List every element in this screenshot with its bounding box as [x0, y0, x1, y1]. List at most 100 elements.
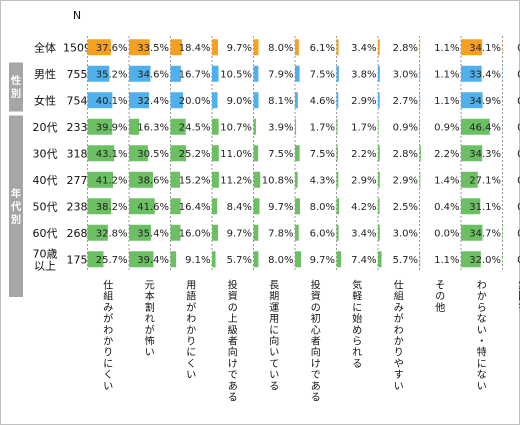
row-label: 40代 [33, 174, 58, 187]
column-label-char: に [269, 324, 279, 336]
bar-value-label: 7.4% [351, 255, 376, 266]
column-label-char: に [186, 347, 196, 359]
bar [87, 145, 115, 162]
bar-value-label: 7.5% [310, 149, 335, 160]
bar-value-label: 46.4% [469, 122, 501, 133]
bar-value-label: 1.7% [351, 122, 376, 133]
column-label-char: れ [145, 313, 155, 325]
bar [419, 65, 421, 82]
bar [129, 39, 150, 56]
column-label-char: そ [435, 280, 445, 292]
bar-value-label: 2.5% [393, 202, 418, 213]
bar [378, 65, 380, 82]
column-label-char: い [103, 381, 113, 392]
bar [212, 39, 219, 56]
bar [253, 118, 256, 135]
group-label-box-1 [9, 115, 23, 297]
bar-value-label: 39.9% [96, 122, 128, 133]
bar [129, 92, 150, 109]
bar-value-label: 5.7% [227, 255, 252, 266]
column-label-char: 者 [311, 336, 321, 348]
bar [87, 171, 114, 188]
column-label-char: 用 [186, 281, 196, 292]
column-label-char: か [103, 336, 113, 348]
bar-value-label: 2.8% [393, 149, 418, 160]
column-label-char: ら [352, 336, 362, 348]
bar-value-label: 7.8% [268, 228, 293, 239]
column-label-char: の [435, 292, 445, 303]
bar-value-label: 0.4% [517, 122, 520, 133]
column-label-char: め [352, 324, 362, 336]
bar-value-label: 3.8% [351, 69, 376, 80]
column-label-char: で [311, 370, 321, 381]
group-label-char: 代 [10, 200, 21, 213]
bar [253, 65, 259, 82]
bar-value-label: 10.8% [262, 175, 294, 186]
bar [212, 65, 219, 82]
bar-value-label: 2.8% [393, 43, 418, 54]
column-label-char: か [394, 336, 404, 348]
column-label-char: る [228, 392, 238, 404]
column-label-char: か [186, 324, 196, 336]
bar-value-label: 8.4% [227, 202, 252, 213]
bar-value-label: 15.2% [179, 175, 211, 186]
bar-value-label: 1.1% [434, 43, 459, 54]
bar [378, 198, 380, 215]
row-n-value: 755 [67, 68, 88, 81]
column-label-char: り [186, 336, 196, 348]
bar [336, 118, 338, 135]
column-label-char: 仕 [103, 279, 113, 292]
column-label-char: み [103, 303, 113, 314]
bar [295, 251, 302, 268]
column-label-char: 組 [103, 290, 113, 303]
column-label-char: 語 [186, 290, 196, 303]
bar-value-label: 2.9% [351, 175, 376, 186]
bar [461, 92, 483, 109]
bar [461, 65, 482, 82]
bar-value-label: 0.0% [517, 175, 520, 186]
bar-value-label: 8.0% [310, 202, 335, 213]
column-label-char: や [394, 358, 404, 370]
bar [295, 92, 298, 109]
bar-value-label: 4.6% [310, 96, 335, 107]
bar [129, 171, 153, 188]
bar-value-label: 0.0% [517, 149, 520, 160]
column-label-char: あ [311, 380, 321, 392]
bar-value-label: 27.1% [469, 175, 501, 186]
bar [170, 65, 181, 82]
column-label-char: す [394, 369, 404, 381]
bar [336, 65, 339, 82]
bar-value-label: 34.6% [137, 69, 169, 80]
bar [87, 39, 111, 56]
bar [253, 198, 260, 215]
bar-value-label: 34.3% [469, 149, 501, 160]
bar-value-label: 20.0% [179, 96, 211, 107]
bar-value-label: 0.3% [517, 43, 520, 54]
bar [378, 171, 380, 188]
bar-value-label: 1.1% [434, 255, 459, 266]
column-label-char: 投 [311, 279, 321, 292]
bar [461, 171, 478, 188]
bar [461, 118, 490, 135]
bar [212, 171, 219, 188]
column-label-char: 級 [228, 323, 238, 336]
column-label-char: が [145, 323, 155, 336]
bar-value-label: 16.0% [179, 228, 211, 239]
row-n-value: 233 [67, 121, 88, 134]
column-label-char: 長 [269, 280, 279, 292]
column-label-char: 向 [311, 346, 321, 359]
bar-value-label: 11.0% [220, 149, 252, 160]
column-label-char: が [394, 312, 404, 325]
bar-value-label: 4.3% [310, 175, 335, 186]
bar-value-label: 10.5% [220, 69, 252, 80]
column-label-char: 心 [311, 324, 321, 336]
bar-value-label: 0.7% [517, 228, 520, 239]
row-label: 50代 [33, 200, 58, 213]
bar-value-label: 24.5% [179, 122, 211, 133]
bar-value-label: 7.9% [268, 69, 293, 80]
bar [212, 251, 216, 268]
bar-value-label: 33.4% [469, 69, 501, 80]
column-label-char: に [103, 358, 113, 370]
bar-value-label: 3.4% [351, 43, 376, 54]
